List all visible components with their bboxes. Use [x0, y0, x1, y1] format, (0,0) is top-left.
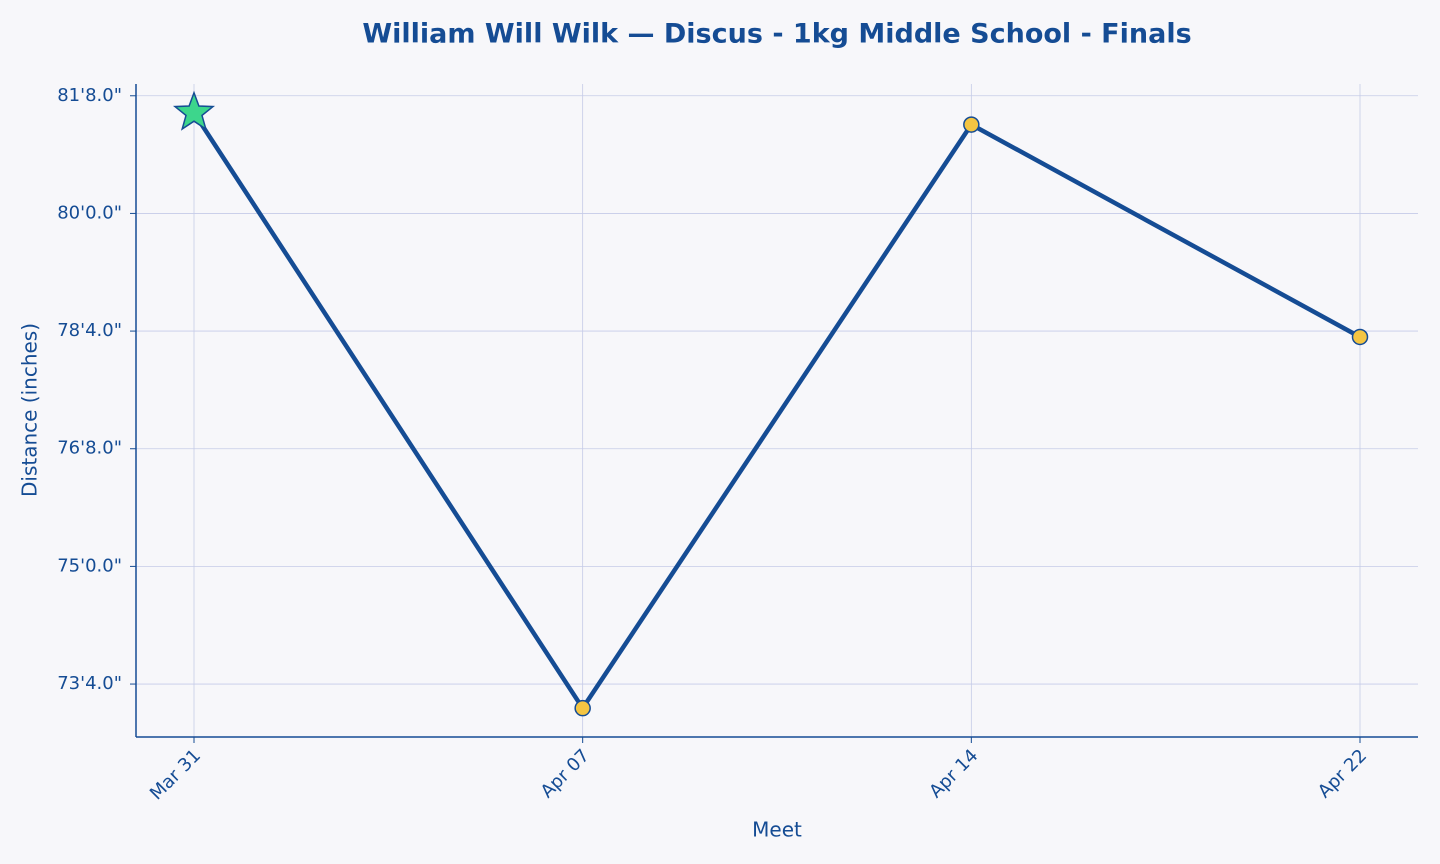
marker — [963, 116, 980, 133]
marker — [574, 699, 591, 717]
chart-title: William Will Wilk — Discus - 1kg Middle … — [362, 19, 1191, 50]
y-tick-label: 73'4.0" — [57, 673, 122, 694]
marker — [1351, 328, 1369, 346]
y-tick-label: 78'4.0" — [57, 320, 122, 341]
y-tick-label: 80'0.0" — [57, 202, 122, 223]
x-axis-label: Meet — [752, 818, 802, 842]
y-tick-label: 75'0.0" — [57, 555, 122, 576]
y-tick-label: 81'8.0" — [57, 85, 122, 106]
y-axis-label: Distance (inches) — [18, 323, 42, 497]
y-tick-label: 76'8.0" — [57, 438, 122, 459]
best-marker — [172, 90, 216, 131]
line — [192, 111, 1362, 711]
